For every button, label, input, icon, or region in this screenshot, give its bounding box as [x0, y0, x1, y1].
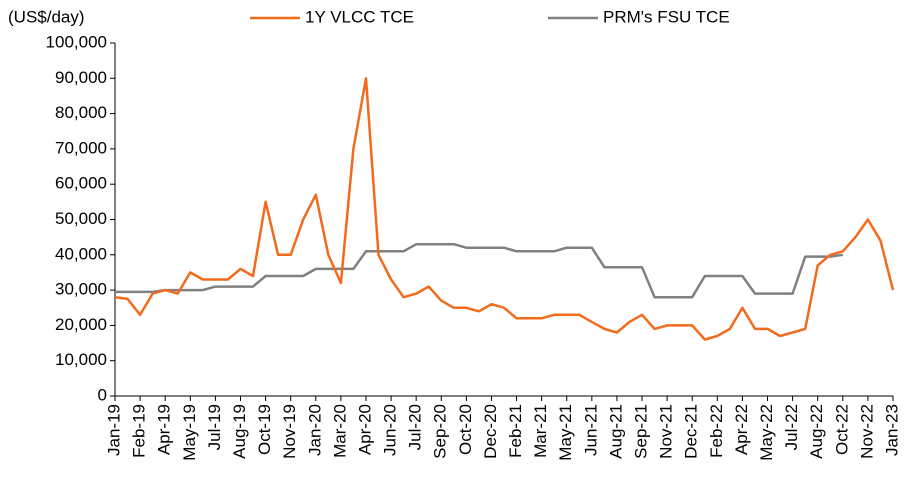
x-tick-label: Oct-22 [832, 404, 851, 455]
x-tick-label: Feb-22 [707, 404, 726, 458]
y-tick-label: 90,000 [55, 68, 107, 87]
x-tick-label: Jul-19 [205, 404, 224, 450]
y-tick-label: 70,000 [55, 138, 107, 157]
y-tick-label: 10,000 [55, 350, 107, 369]
x-tick-label: Sep-20 [431, 404, 450, 459]
x-tick-label: Nov-21 [657, 404, 676, 459]
x-tick-label: Sep-21 [632, 404, 651, 459]
x-tick-label: Jun-21 [581, 404, 600, 456]
x-tick-label: Mar-20 [330, 404, 349, 458]
x-tick-label: Oct-20 [456, 404, 475, 455]
legend-label: 1Y VLCC TCE [305, 7, 414, 26]
y-tick-label: 80,000 [55, 103, 107, 122]
x-tick-label: Dec-20 [481, 404, 500, 459]
x-tick-label: May-21 [556, 404, 575, 461]
x-tick-label: Jan-20 [305, 404, 324, 456]
x-tick-label: Jun-20 [381, 404, 400, 456]
x-tick-label: Apr-20 [355, 404, 374, 455]
x-tick-label: Mar-21 [531, 404, 550, 458]
series-line [115, 242, 843, 299]
y-tick-label: 30,000 [55, 280, 107, 299]
x-tick-label: Feb-19 [130, 404, 149, 458]
x-tick-label: May-22 [757, 404, 776, 461]
x-tick-label: Jul-22 [782, 404, 801, 450]
x-tick-label: Feb-21 [506, 404, 525, 458]
x-tick-label: Aug-21 [606, 404, 625, 459]
x-tick-label: Jan-23 [882, 404, 901, 456]
x-tick-label: Jul-20 [406, 404, 425, 450]
y-tick-label: 0 [98, 385, 107, 404]
x-tick-label: Apr-22 [732, 404, 751, 455]
series-line [114, 77, 895, 341]
y-tick-label: 100,000 [46, 32, 107, 51]
y-axis-label: (US$/day) [8, 7, 85, 26]
x-tick-label: Dec-21 [682, 404, 701, 459]
y-tick-label: 60,000 [55, 174, 107, 193]
x-tick-label: Jan-19 [104, 404, 123, 456]
x-tick-label: May-19 [180, 404, 199, 461]
x-tick-label: Apr-19 [155, 404, 174, 455]
legend-label: PRM's FSU TCE [603, 7, 730, 26]
x-tick-label: Aug-19 [230, 404, 249, 459]
y-tick-label: 20,000 [55, 315, 107, 334]
y-tick-label: 40,000 [55, 244, 107, 263]
x-tick-label: Nov-22 [857, 404, 876, 459]
x-tick-label: Oct-19 [255, 404, 274, 455]
x-tick-label: Nov-19 [280, 404, 299, 459]
x-tick-label: Aug-22 [807, 404, 826, 459]
y-tick-label: 50,000 [55, 209, 107, 228]
